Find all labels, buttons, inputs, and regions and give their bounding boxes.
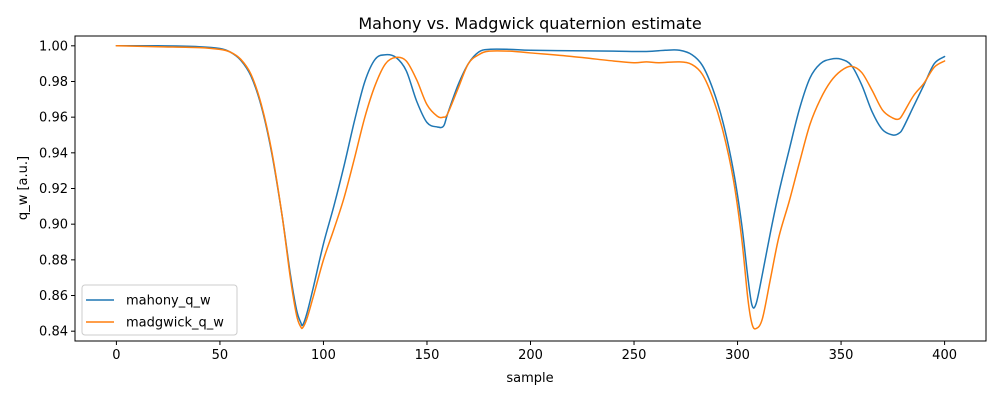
y-tick-label: 0.98 (39, 75, 68, 90)
y-tick-label: 0.84 (39, 325, 68, 340)
x-tick-label: 300 (725, 348, 750, 363)
y-tick-label: 0.88 (39, 253, 68, 268)
y-tick-label: 0.90 (39, 218, 68, 233)
legend-box (81, 284, 238, 336)
x-axis: 0 50 100 150 200 250 300 350 400 (112, 341, 957, 363)
y-tick-label: 0.92 (39, 182, 68, 197)
x-tick-label: 350 (829, 348, 854, 363)
x-tick-label: 0 (112, 348, 120, 363)
legend-label: mahony_q_w (126, 294, 211, 309)
x-tick-label: 50 (212, 348, 229, 363)
y-tick-label: 0.96 (39, 111, 68, 126)
x-tick-label: 150 (415, 348, 440, 363)
x-tick-label: 250 (622, 348, 647, 363)
x-tick-label: 100 (311, 348, 336, 363)
x-tick-label: 400 (932, 348, 957, 363)
y-axis-label: q_w [a.u.] (16, 156, 31, 220)
legend-label: madgwick_q_w (126, 316, 224, 331)
y-tick-label: 0.86 (39, 289, 68, 304)
legend: mahony_q_w madgwick_q_w (81, 284, 238, 336)
chart-title: Mahony vs. Madgwick quaternion estimate (358, 14, 701, 33)
x-axis-label: sample (506, 371, 553, 386)
y-tick-label: 1.00 (39, 39, 68, 54)
series-line-madgwick-q-w (115, 45, 946, 330)
series-line-mahony-q-w (115, 44, 946, 327)
series-layer (115, 44, 946, 330)
y-tick-label: 0.94 (39, 146, 68, 161)
y-axis: 0.84 0.86 0.88 0.90 0.92 0.94 0.96 0.98 1.00 (39, 39, 75, 340)
x-tick-label: 200 (518, 348, 543, 363)
